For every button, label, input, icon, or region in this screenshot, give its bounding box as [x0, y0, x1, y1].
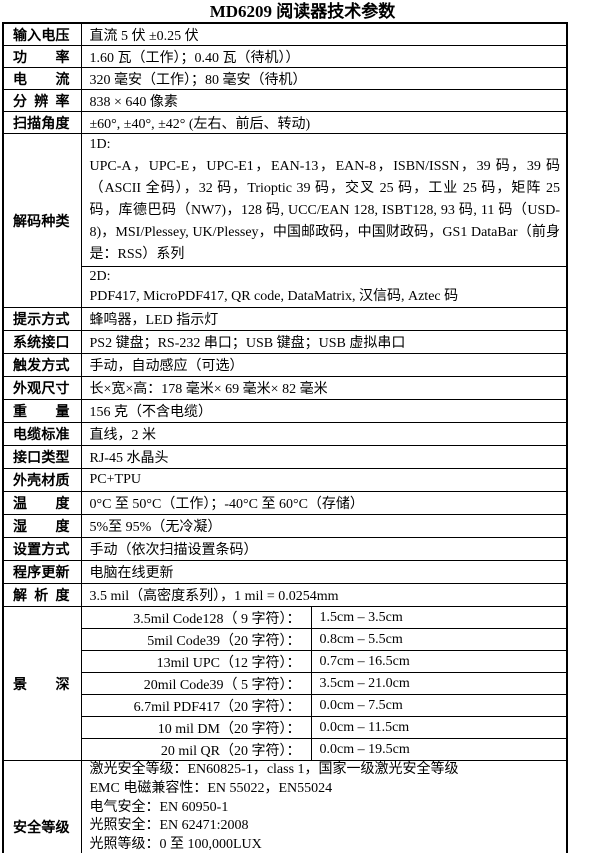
spec-value: 838 × 640 像素 [80, 89, 568, 112]
page-title: MD6209 阅读器技术参数 [209, 2, 396, 21]
spec-value: PS2 键盘；RS-232 串口；USB 键盘；USB 虚拟串口 [80, 330, 568, 354]
table-row: 功率 1.60 瓦（工作）；0.40 瓦（待机）） [2, 45, 568, 68]
spec-label: 输入电压 [2, 22, 82, 46]
spec-label: 提示方式 [2, 307, 82, 331]
spec-value: 3.5 mil（高密度系列），1 mil = 0.0254mm [80, 583, 568, 607]
spec-value: 320 毫安（工作）；80 毫安（待机） [80, 67, 568, 90]
spec-label: 触发方式 [2, 353, 82, 377]
spec-label: 设置方式 [2, 537, 82, 561]
spec-value: 1.60 瓦（工作）；0.40 瓦（待机）） [80, 45, 568, 68]
table-row: 重量 156 克（不含电缆） [2, 399, 568, 423]
spec-value: ±60°, ±40°, ±42° (左右、前后、转动) [80, 111, 568, 134]
depth-item-cell: 5mil Code39（20 字符）： [80, 628, 312, 651]
spec-label: 景深 [2, 606, 82, 761]
depth-item-cell: 13mil UPC（12 字符）： [80, 650, 312, 673]
spec-value: PC+TPU [80, 468, 568, 492]
table-row: 设置方式 手动（依次扫描设置条码） [2, 537, 568, 561]
table-row: 20 mil QR（20 字符）： 0.0cm – 19.5cm [3, 738, 568, 761]
depth-range-cell: 0.0cm – 19.5cm [310, 738, 568, 761]
table-row: 5mil Code39（20 字符）： 0.8cm – 5.5cm [3, 628, 568, 651]
spec-value: 5%至 95%（无冷凝） [80, 514, 568, 538]
decode-1d-cell: 1D: UPC-A，UPC-E，UPC-E1，EAN-13，EAN-8，ISBN… [80, 133, 568, 267]
table-row: 13mil UPC（12 字符）： 0.7cm – 16.5cm [3, 650, 568, 673]
table-row: 提示方式 蜂鸣器，LED 指示灯 [2, 307, 568, 331]
table-row: 系统接口 PS2 键盘；RS-232 串口；USB 键盘；USB 虚拟串口 [2, 330, 568, 354]
table-row: 解码种类 1D: UPC-A，UPC-E，UPC-E1，EAN-13，EAN-8… [2, 133, 568, 308]
safety-value: 激光安全等级：EN60825-1，class 1，国家一级激光安全等级 EMC … [80, 760, 568, 853]
spec-label: 接口类型 [2, 445, 82, 469]
table-row: 分辨率 838 × 640 像素 [2, 89, 568, 112]
spec-label: 系统接口 [2, 330, 82, 354]
depth-range-cell: 3.5cm – 21.0cm [310, 672, 568, 695]
spec-value: RJ-45 水晶头 [80, 445, 568, 469]
table-row: 电缆标准 直线，2 米 [2, 422, 568, 446]
table-row: 外观尺寸 长×宽×高：178 毫米× 69 毫米× 82 毫米 [2, 376, 568, 400]
spec-value: 0°C 至 50°C（工作）；-40°C 至 60°C（存储） [80, 491, 568, 515]
table-row: 程序更新 电脑在线更新 [2, 560, 568, 584]
depth-item-cell: 6.7mil PDF417（20 字符）： [80, 694, 312, 717]
depth-item-cell: 20 mil QR（20 字符）： [80, 738, 312, 761]
spec-label: 湿度 [2, 514, 82, 538]
depth-range-cell: 0.7cm – 16.5cm [310, 650, 568, 673]
decode-2d-cell: 2D: PDF417, MicroPDF417, QR code, DataMa… [80, 266, 568, 308]
spec-value: 直流 5 伏 ±0.25 伏 [80, 22, 568, 46]
table-row: 6.7mil PDF417（20 字符）： 0.0cm – 7.5cm [3, 694, 568, 717]
spec-label: 重量 [2, 399, 82, 423]
table-row: 10 mil DM（20 字符）： 0.0cm – 11.5cm [3, 716, 568, 739]
depth-item-cell: 10 mil DM（20 字符）： [80, 716, 312, 739]
depth-item-cell: 20mil Code39（ 5 字符）： [80, 672, 312, 695]
table-row: 景深 3.5mil Code128（ 9 字符）： 1.5cm – 3.5cm [2, 606, 568, 761]
spec-label: 温度 [2, 491, 82, 515]
table-row: 触发方式 手动，自动感应（可选） [2, 353, 568, 377]
table-row: 湿度 5%至 95%（无冷凝） [2, 514, 568, 538]
spec-label: 电缆标准 [2, 422, 82, 446]
table-row: 温度 0°C 至 50°C（工作）；-40°C 至 60°C（存储） [2, 491, 568, 515]
spec-label: 功率 [2, 45, 82, 68]
spec-value: 手动，自动感应（可选） [80, 353, 568, 377]
table-row: 扫描角度 ±60°, ±40°, ±42° (左右、前后、转动) [2, 111, 568, 134]
depth-item-cell: 3.5mil Code128（ 9 字符）： [80, 606, 312, 629]
table-row: 接口类型 RJ-45 水晶头 [2, 445, 568, 469]
spec-value: 156 克（不含电缆） [80, 399, 568, 423]
spec-label: 解析度 [2, 583, 82, 607]
spec-label: 扫描角度 [2, 111, 82, 134]
depth-range-cell: 1.5cm – 3.5cm [310, 606, 568, 629]
spec-label: 外壳材质 [2, 468, 82, 492]
spec-value: 直线，2 米 [80, 422, 568, 446]
spec-label: 外观尺寸 [2, 376, 82, 400]
spec-label: 程序更新 [2, 560, 82, 584]
spec-value: 蜂鸣器，LED 指示灯 [80, 307, 568, 331]
spec-label: 分辨率 [2, 89, 82, 112]
depth-range-cell: 0.0cm – 11.5cm [310, 716, 568, 739]
table-row: 电流 320 毫安（工作）；80 毫安（待机） [2, 67, 568, 90]
spec-value: 电脑在线更新 [80, 560, 568, 584]
table-row: 20mil Code39（ 5 字符）： 3.5cm – 21.0cm [3, 672, 568, 695]
table-row: 输入电压 直流 5 伏 ±0.25 伏 [2, 22, 568, 46]
table-row: 2D: PDF417, MicroPDF417, QR code, DataMa… [3, 266, 568, 308]
spec-label: 安全等级 [2, 760, 82, 853]
table-row: 安全等级 激光安全等级：EN60825-1，class 1，国家一级激光安全等级… [2, 760, 568, 853]
table-row: 解析度 3.5 mil（高密度系列），1 mil = 0.0254mm [2, 583, 568, 607]
table-row: 外壳材质 PC+TPU [2, 468, 568, 492]
spec-value: 长×宽×高：178 毫米× 69 毫米× 82 毫米 [80, 376, 568, 400]
spec-label: 电流 [2, 67, 82, 90]
spec-label: 解码种类 [2, 133, 82, 308]
spec-value: 手动（依次扫描设置条码） [80, 537, 568, 561]
spec-table: 输入电压 直流 5 伏 ±0.25 伏 功率 1.60 瓦（工作）；0.40 瓦… [2, 22, 568, 853]
depth-range-cell: 0.8cm – 5.5cm [310, 628, 568, 651]
depth-range-cell: 0.0cm – 7.5cm [310, 694, 568, 717]
